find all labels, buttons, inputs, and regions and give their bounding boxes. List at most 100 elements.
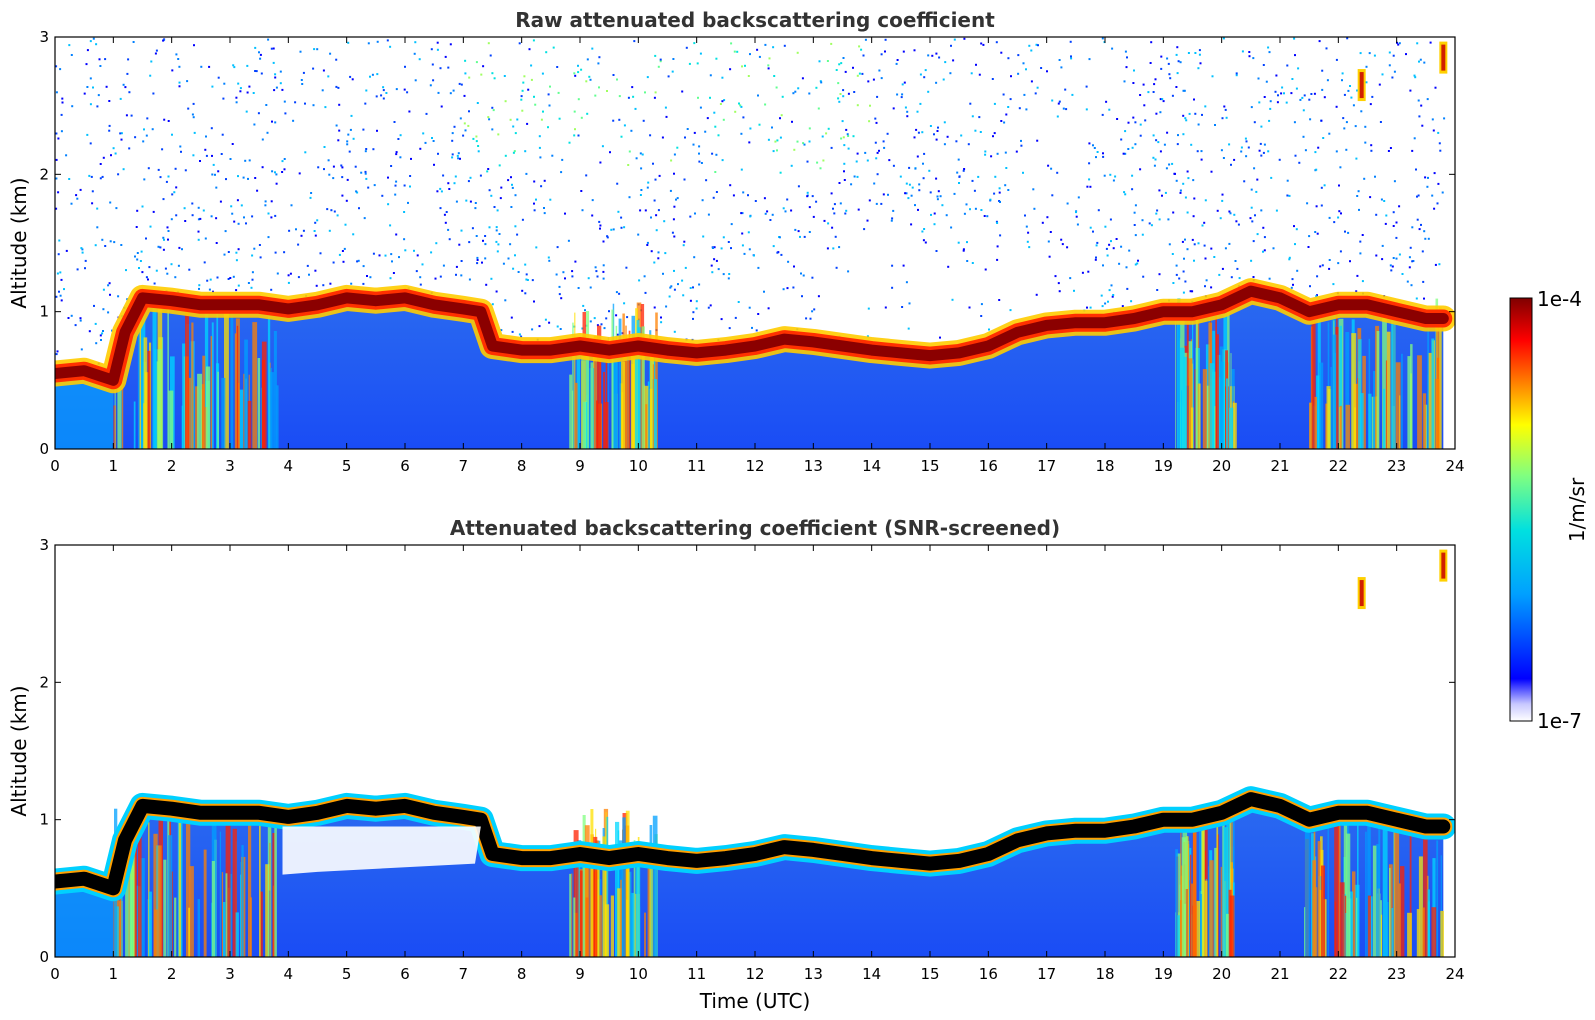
noise-speck <box>92 37 95 40</box>
noise-speck <box>1199 62 1202 65</box>
x-tick-label: 11 <box>687 457 706 475</box>
noise-speck <box>304 102 306 105</box>
noise-speck <box>1094 258 1097 261</box>
noise-speck <box>946 135 949 138</box>
noise-speck <box>1281 86 1284 89</box>
noise-speck <box>227 251 230 253</box>
noise-speck <box>1247 146 1250 149</box>
noise-speck <box>510 176 512 179</box>
noise-speck <box>1424 176 1427 179</box>
noise-speck <box>1434 86 1437 89</box>
noise-speck <box>842 136 845 139</box>
x-tick-label: 24 <box>1445 965 1464 983</box>
noise-speck <box>117 173 120 176</box>
noise-speck <box>867 307 870 310</box>
plume-column <box>620 879 622 957</box>
panel-raw-elevated-features <box>1357 41 1448 102</box>
noise-speck <box>797 230 800 233</box>
plume-column <box>1367 895 1371 957</box>
noise-speck <box>1431 118 1434 121</box>
noise-speck <box>403 184 406 187</box>
noise-speck <box>192 154 195 157</box>
noise-speck <box>639 209 642 212</box>
noise-speck <box>159 246 162 249</box>
noise-speck <box>582 304 585 307</box>
noise-speck <box>1000 51 1003 54</box>
plume-column <box>1334 810 1339 957</box>
noise-speck <box>769 219 772 221</box>
noise-speck <box>1065 108 1068 111</box>
noise-speck <box>1203 221 1206 224</box>
noise-speck <box>404 65 406 68</box>
plume-column <box>605 816 609 957</box>
noise-speck <box>148 266 151 269</box>
noise-speck <box>431 137 433 139</box>
noise-speck <box>744 64 746 67</box>
y-tick-label: 0 <box>39 948 49 966</box>
noise-speck <box>682 244 685 247</box>
noise-speck <box>1026 240 1029 243</box>
noise-speck <box>855 160 858 163</box>
noise-speck <box>698 283 701 286</box>
noise-speck <box>547 93 550 96</box>
plume-column <box>197 373 202 449</box>
plume-column <box>633 840 636 957</box>
noise-speck <box>967 143 970 146</box>
noise-speck <box>451 156 454 159</box>
noise-speck <box>541 72 544 75</box>
noise-speck <box>149 74 152 77</box>
noise-speck <box>917 208 919 211</box>
noise-speck <box>403 211 406 213</box>
noise-speck <box>605 317 608 320</box>
noise-speck <box>826 247 829 250</box>
noise-speck <box>1197 67 1200 70</box>
noise-speck <box>171 69 174 72</box>
panel-raw-title: Raw attenuated backscattering coefficien… <box>515 8 995 32</box>
noise-speck <box>609 151 611 154</box>
noise-speck <box>236 199 239 202</box>
noise-speck <box>811 276 814 279</box>
noise-speck <box>1020 144 1023 147</box>
noise-speck <box>1204 199 1207 202</box>
noise-speck <box>532 39 535 42</box>
noise-speck <box>145 276 148 279</box>
noise-speck <box>1124 130 1127 133</box>
noise-speck <box>1176 46 1179 49</box>
noise-speck <box>738 102 740 105</box>
noise-speck <box>673 153 676 156</box>
noise-speck <box>776 251 779 254</box>
noise-speck <box>1262 250 1264 253</box>
noise-speck <box>283 168 286 171</box>
noise-speck <box>452 89 455 92</box>
plume-column <box>274 814 277 957</box>
noise-speck <box>778 236 781 239</box>
plume-column <box>1316 375 1320 449</box>
noise-speck <box>904 106 907 109</box>
noise-speck <box>1417 194 1420 197</box>
y-tick-label: 0 <box>39 440 49 458</box>
plume-column <box>257 358 261 449</box>
noise-speck <box>212 163 215 166</box>
noise-speck <box>378 254 381 257</box>
noise-speck <box>1093 147 1096 149</box>
noise-speck <box>1000 120 1003 122</box>
noise-speck <box>1179 191 1182 194</box>
noise-speck <box>337 139 340 142</box>
noise-speck <box>922 162 924 165</box>
noise-speck <box>364 172 367 175</box>
noise-speck <box>345 199 348 202</box>
noise-speck <box>70 202 73 205</box>
noise-speck <box>548 321 551 324</box>
noise-speck <box>469 176 472 179</box>
plume-column <box>1314 396 1317 449</box>
plume-column <box>626 899 629 957</box>
noise-speck <box>712 247 714 249</box>
noise-speck <box>242 176 245 179</box>
noise-speck <box>357 259 360 262</box>
plume-column <box>148 822 150 957</box>
noise-speck <box>437 152 439 155</box>
noise-speck <box>771 213 774 216</box>
noise-speck <box>202 209 205 212</box>
noise-speck <box>705 179 708 182</box>
noise-speck <box>113 241 116 244</box>
